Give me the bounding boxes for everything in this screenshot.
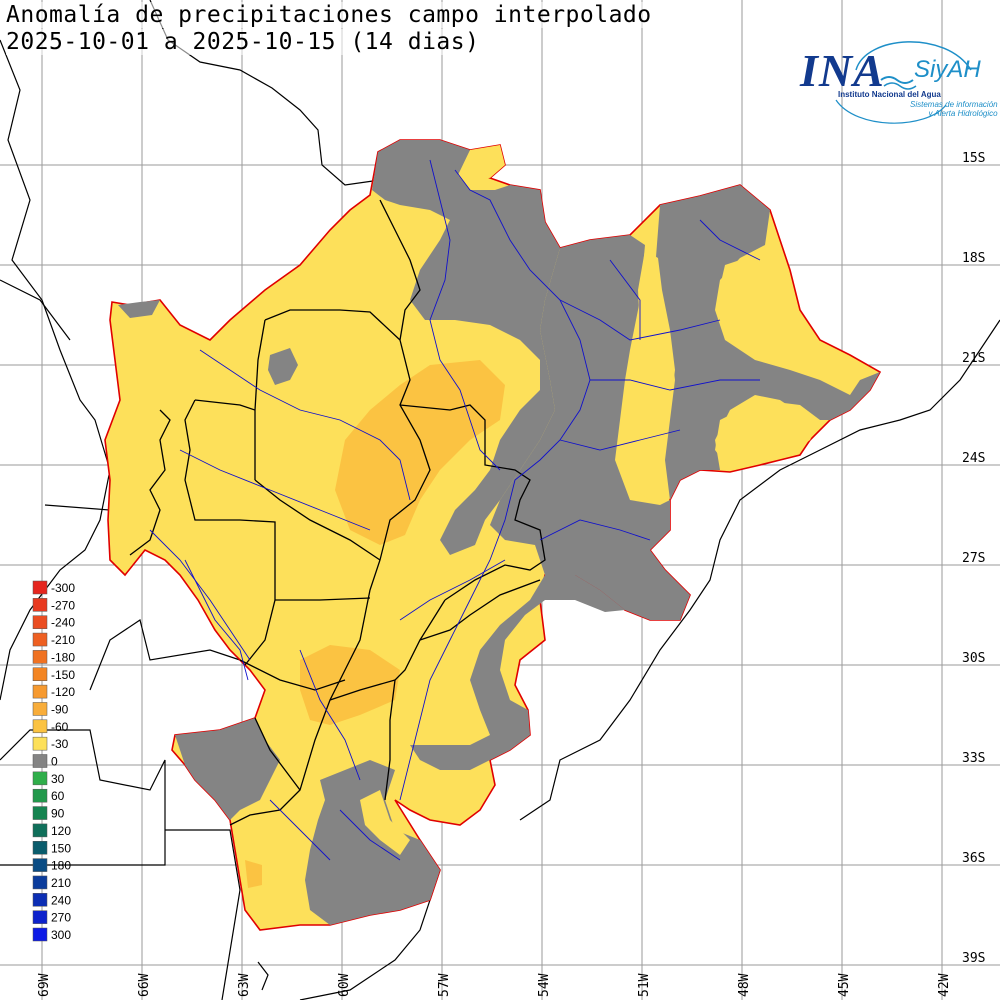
color-legend: -300-270-240-210-180-150-120-90-60-30030… [32, 580, 75, 942]
lon-label: 51W [637, 973, 652, 997]
map-title: Anomalía de precipitaciones campo interp… [6, 2, 652, 28]
rivers [149, 159, 761, 861]
legend-swatch [32, 632, 48, 647]
lat-label: 18S [962, 251, 985, 266]
legend-swatch [32, 684, 48, 699]
legend-label: -120 [51, 685, 75, 699]
lon-label: 42W [937, 973, 952, 997]
legend-label: 60 [51, 789, 65, 803]
lon-label: 57W [437, 973, 452, 997]
legend-swatch [32, 858, 48, 872]
legend-swatch [32, 667, 48, 681]
legend-label: 240 [51, 893, 71, 907]
logo-institute-text: Instituto Nacional del Agua [838, 90, 941, 99]
legend-label: 270 [51, 911, 71, 925]
legend-label: 30 [51, 772, 65, 786]
legend-label: 210 [51, 876, 71, 890]
lon-label: 66W [137, 973, 152, 997]
lat-label: 39S [962, 951, 985, 966]
lat-label: 15S [962, 151, 985, 166]
legend-label: -90 [51, 702, 69, 716]
lat-label: 27S [962, 551, 985, 566]
legend-label: 120 [51, 824, 71, 838]
legend-label: -240 [51, 616, 75, 630]
legend-label: 90 [51, 807, 65, 821]
legend-swatch [32, 650, 48, 664]
legend-label: 0 [51, 755, 58, 769]
legend-swatch [32, 927, 48, 942]
lat-label: 36S [962, 851, 985, 866]
anomaly-gray-areas [118, 140, 880, 925]
legend-swatch [32, 875, 48, 890]
lat-label: 30S [962, 651, 985, 666]
map-date-range: 2025-10-01 a 2025-10-15 (14 dias) [6, 29, 480, 55]
legend-swatch [32, 823, 48, 838]
logo-system-text: Sistemas de información y Alerta Hidroló… [910, 100, 998, 118]
legend-swatch [32, 788, 48, 803]
legend-swatch [32, 719, 48, 734]
legend-swatch [32, 580, 48, 595]
legend-swatch [32, 736, 48, 751]
logo-ina-text: INA [800, 45, 885, 96]
legend-label: -300 [51, 581, 75, 595]
latitude-labels: 15S 18S 21S 24S 27S 30S 33S 36S 39S [962, 151, 985, 966]
legend-swatch [32, 598, 48, 612]
internal-borders [129, 199, 546, 826]
legend-label: 150 [51, 841, 71, 855]
legend-swatch [32, 771, 48, 786]
legend-swatch [32, 841, 48, 855]
legend-label: -60 [51, 720, 69, 734]
legend-swatch [32, 702, 48, 716]
legend-label: -180 [51, 650, 75, 664]
legend-swatch [32, 754, 48, 768]
lon-label: 48W [737, 973, 752, 997]
legend-label: -270 [51, 598, 75, 612]
legend-label: 180 [51, 859, 71, 873]
logo-siyah-text: SiyAH [914, 56, 981, 83]
lat-label: 21S [962, 351, 985, 366]
legend-label: -30 [51, 737, 69, 751]
longitude-labels: 69W 66W 63W 60W 57W 54W 51W 48W 45W 42W [37, 973, 952, 997]
lon-label: 63W [237, 973, 252, 997]
lon-label: 54W [537, 973, 552, 997]
ina-siyah-logo: INA SiyAH Instituto Nacional del Agua Si… [796, 30, 998, 130]
legend-label: -210 [51, 633, 75, 647]
lat-label: 33S [962, 751, 985, 766]
lon-label: 45W [837, 973, 852, 997]
legend-swatch [32, 910, 48, 924]
legend-label: 300 [51, 928, 71, 942]
legend-swatch [32, 893, 48, 907]
anomaly-yellow-streaks [360, 145, 820, 855]
legend-swatch [32, 806, 48, 820]
logo-system-line1: Sistemas de información [910, 100, 998, 109]
lon-label: 60W [337, 973, 352, 997]
logo-swoosh-icon [835, 41, 972, 124]
logo-system-line2: y Alerta Hidrológico [928, 109, 998, 118]
legend-swatch [32, 615, 48, 629]
legend-label: -150 [51, 668, 75, 682]
lat-label: 24S [962, 451, 985, 466]
lon-label: 69W [37, 973, 52, 997]
